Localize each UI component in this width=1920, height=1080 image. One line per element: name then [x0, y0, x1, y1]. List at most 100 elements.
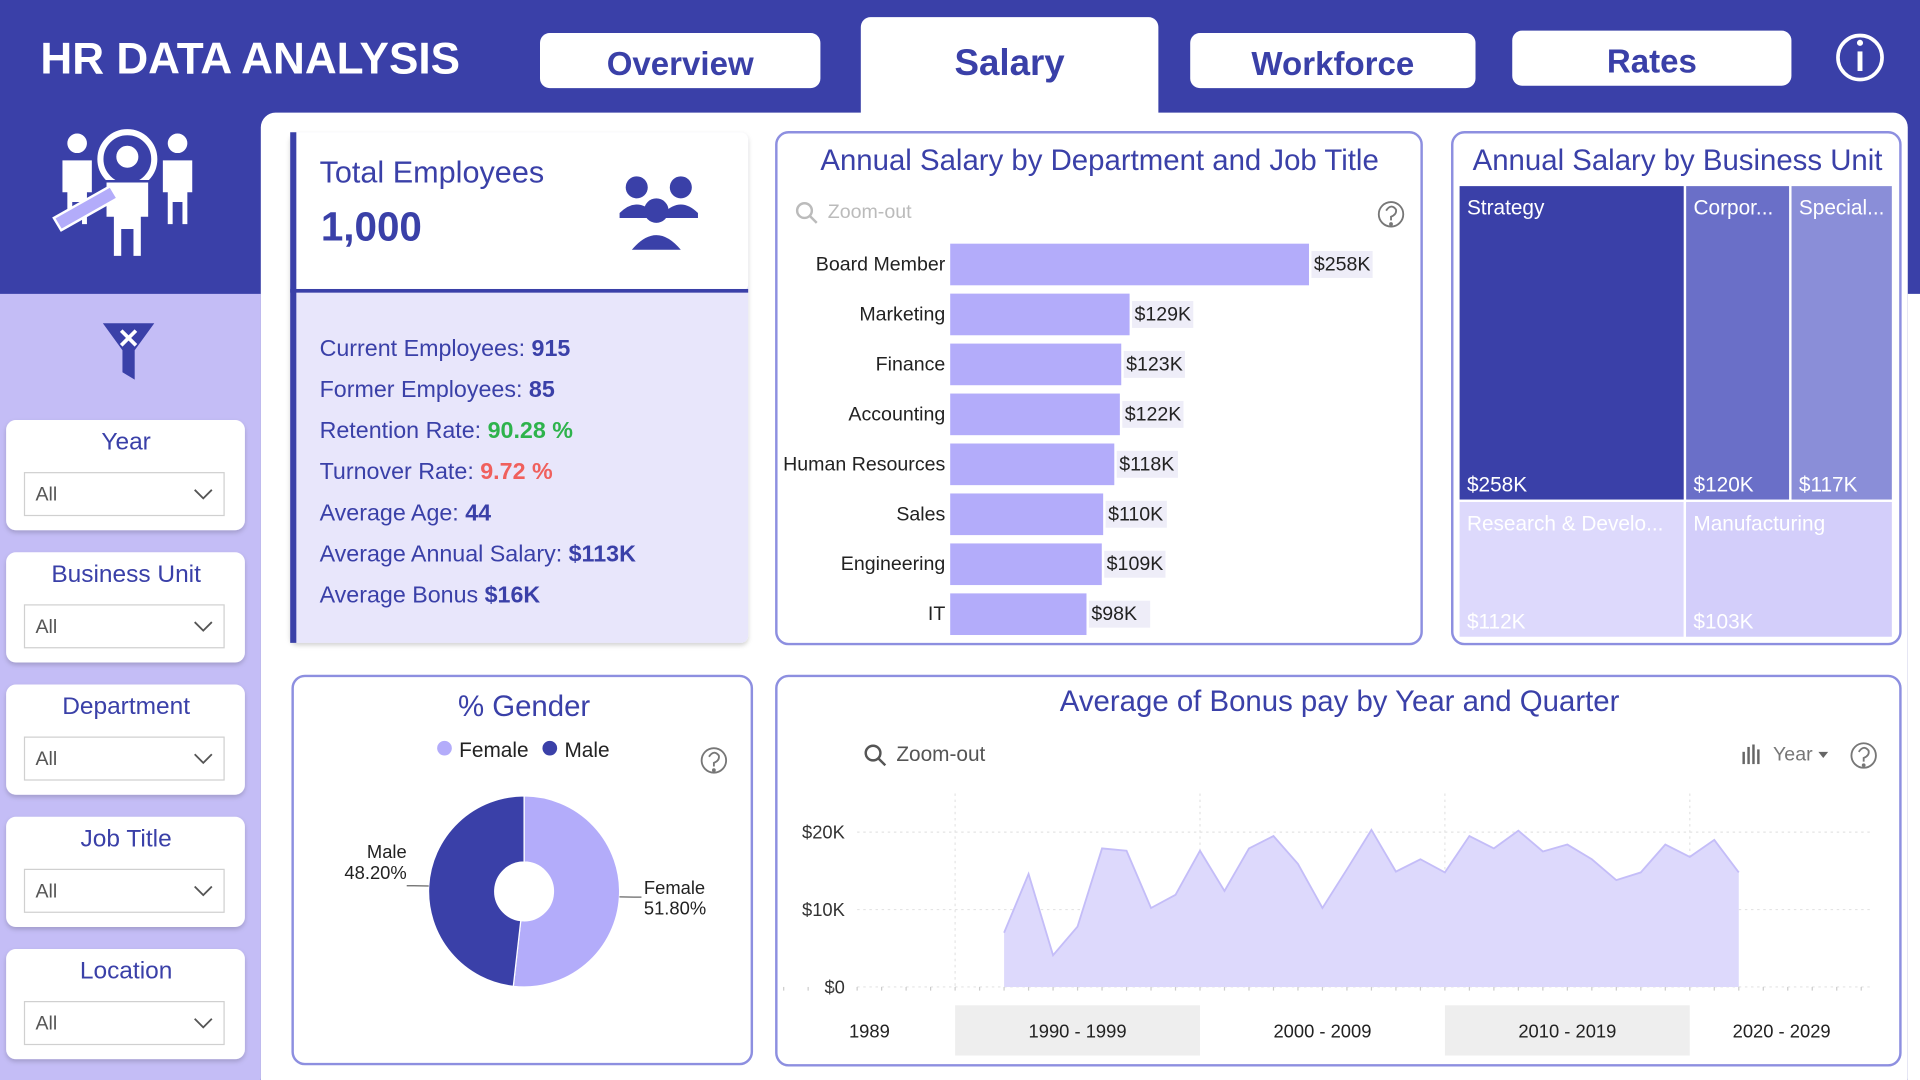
drill-label[interactable]: Year: [1773, 743, 1813, 765]
filter-value[interactable]: All: [36, 880, 58, 902]
tab[interactable]: [1512, 30, 1792, 86]
filter-dropdown[interactable]: [23, 472, 225, 517]
help-icon[interactable]: [700, 747, 728, 774]
value-label: $98K: [1091, 603, 1137, 625]
slice-category: Female: [644, 877, 705, 898]
panel-edge: [1907, 293, 1920, 1080]
stat-value: $113K: [569, 540, 636, 566]
stat-label: Turnover Rate:: [320, 458, 474, 484]
filter-value[interactable]: All: [36, 616, 58, 638]
chart-title: Annual Salary by Business Unit: [1473, 144, 1883, 177]
clear-filter-icon[interactable]: [102, 323, 155, 380]
zoom-icon[interactable]: [864, 744, 887, 767]
summary-stat: Average Bonus $16K: [320, 582, 541, 608]
zoom-label[interactable]: Zoom-out: [896, 743, 985, 766]
stat-value: 90.28 %: [488, 417, 574, 443]
help-icon[interactable]: [1377, 201, 1405, 228]
category-label: Engineering: [841, 553, 946, 575]
tile-name: Strategy: [1467, 197, 1545, 220]
summary-divider: [290, 288, 749, 293]
legend-label: Male: [564, 739, 609, 762]
tile-value: $258K: [1467, 473, 1527, 496]
stat-label: Retention Rate:: [320, 417, 482, 443]
zoom-label[interactable]: Zoom-out: [828, 201, 912, 223]
filter-dropdown[interactable]: [23, 868, 225, 913]
filter-label: Location: [80, 958, 173, 985]
tile-value: $117K: [1799, 473, 1858, 496]
label-bg: [1088, 600, 1151, 628]
tab-label[interactable]: Overview: [607, 46, 754, 83]
tile-value: $112K: [1467, 611, 1526, 634]
label-bg: [1122, 400, 1184, 428]
filter-value[interactable]: All: [36, 484, 58, 506]
y-tick-label: $10K: [802, 899, 846, 920]
stat-value: 9.72 %: [480, 458, 553, 484]
hr-logo: [52, 129, 195, 259]
zoom-icon[interactable]: [795, 202, 818, 224]
x-group-label: 1990 - 1999: [1029, 1021, 1127, 1042]
summary-stat: Average Age: 44: [320, 499, 492, 525]
dropdown-chevron: [194, 489, 213, 500]
value-label: $258K: [1314, 253, 1371, 275]
category-label: Board Member: [816, 253, 946, 275]
tile-name: Corpor...: [1694, 197, 1774, 220]
summary-stat: Average Annual Salary: $113K: [320, 540, 636, 566]
treemap-tile: [1791, 186, 1892, 500]
value-label: $118K: [1119, 453, 1174, 475]
help-icon[interactable]: [1850, 742, 1877, 769]
dropdown-chevron: [194, 1018, 213, 1029]
stat-value: 85: [529, 376, 555, 402]
bar: [950, 493, 1104, 536]
tab[interactable]: [1190, 33, 1476, 89]
tab-label[interactable]: Rates: [1607, 43, 1697, 80]
filter-value[interactable]: All: [36, 1013, 58, 1035]
value-label: $109K: [1107, 553, 1164, 575]
chart-title: % Gender: [458, 690, 590, 723]
category-label: Marketing: [859, 303, 945, 325]
filter-label: Business Unit: [51, 561, 201, 588]
treemap-tile: [1459, 501, 1684, 637]
filter-value[interactable]: All: [36, 748, 58, 770]
info-icon[interactable]: [1836, 33, 1884, 82]
filter-dropdown[interactable]: [23, 604, 225, 649]
content: HR DATA ANALYSIS Overview Salary Workforce R…: [6, 17, 1892, 1060]
bar: [950, 343, 1122, 386]
y-tick-label: $20K: [802, 822, 846, 843]
chart-title: Average of Bonus pay by Year and Quarter: [1060, 685, 1620, 718]
tab-active[interactable]: [860, 17, 1159, 128]
stat-value: 44: [465, 499, 491, 525]
tab[interactable]: [540, 33, 821, 89]
label-bg: [1105, 500, 1167, 528]
legend-swatch: [542, 740, 558, 756]
tile-name: Special...: [1799, 197, 1885, 220]
tab-label[interactable]: Salary: [954, 42, 1065, 83]
x-group-label: 2010 - 2019: [1518, 1021, 1616, 1042]
donut-slice: [512, 795, 621, 988]
stat-value: 915: [532, 335, 571, 361]
summary-stat: Retention Rate: 90.28 %: [320, 417, 574, 443]
filter-label: Year: [101, 429, 150, 456]
stat-label: Average Age:: [320, 499, 459, 525]
label-bg: [1311, 251, 1373, 278]
summary-total: 1,000: [321, 204, 422, 250]
treemap-tile: [1686, 501, 1892, 637]
tab-label[interactable]: Workforce: [1251, 46, 1414, 83]
slice-value: 51.80%: [644, 898, 706, 919]
summary-head: [290, 132, 749, 292]
drill-icon[interactable]: [1742, 744, 1829, 765]
employees-icon: [619, 176, 698, 250]
filter-dropdown[interactable]: [23, 1001, 225, 1046]
chart-title: Annual Salary by Department and Job Titl…: [820, 144, 1378, 177]
legend-swatch: [437, 740, 452, 756]
value-label: $122K: [1125, 403, 1182, 425]
category-label: Human Resources: [783, 453, 945, 475]
category-label: IT: [928, 603, 945, 625]
treemap-tile: [1686, 186, 1790, 500]
label-bg: [1104, 550, 1166, 578]
bar: [950, 293, 1130, 336]
category-label: Finance: [876, 353, 946, 375]
slice-category: Male: [367, 841, 407, 862]
filter-label: Job Title: [81, 825, 172, 852]
filter-dropdown[interactable]: [23, 736, 225, 781]
area-fill: [1004, 829, 1739, 987]
